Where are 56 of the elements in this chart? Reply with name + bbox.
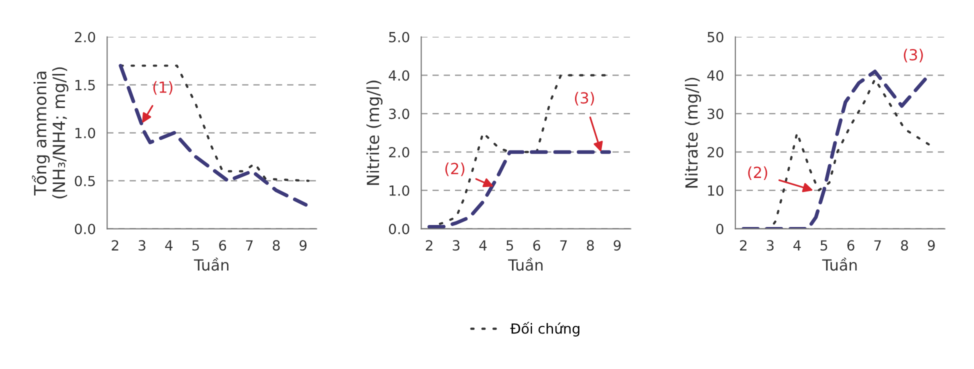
line-series [118,64,308,207]
x-tick-label: 7 [246,240,253,250]
y-tick-label: 10 [708,185,724,196]
y-tick-label: 2.0 [389,146,410,158]
y-tick-label: 30 [708,108,724,120]
x-tick-label: 3 [138,240,146,251]
x-axis-title: Tuần [194,258,228,271]
y-tick-label: 1.5 [75,80,95,90]
x-axis-title: Tuần [822,258,857,271]
y-tick-label: 40 [707,70,724,81]
y-tick-label: 1.0 [390,185,410,196]
y-tick-label: 1.0 [75,128,96,138]
y-tick-label: 50 [708,32,724,42]
annotation: (2) [748,166,768,180]
y-axis-title: Tổng ammonia (NH₃/NH4; mg/l) [32,67,68,198]
annotation: (2) [445,162,464,176]
legend-label: Đối chứng [510,322,580,336]
y-tick-label: 5.0 [389,32,410,42]
line-series [119,64,310,182]
x-tick-label: 7 [560,240,567,250]
y-tick-label: 3.0 [389,108,410,120]
x-tick-label: 4 [165,240,173,250]
x-tick-label: 9 [928,240,935,251]
line-series [428,150,611,229]
x-tick-label: 2 [426,240,432,250]
annotation: (3) [904,48,923,62]
x-tick-label: 4 [793,240,801,250]
x-tick-label: 6 [219,240,226,251]
x-tick-label: 2 [740,240,746,250]
x-tick-label: 3 [766,240,774,251]
x-tick-label: 8 [272,240,280,251]
y-tick-label: 4.0 [388,70,410,81]
x-tick-label: 4 [479,240,487,250]
x-tick-label: 3 [452,240,460,251]
y-tick-label: 0.0 [74,224,96,234]
x-tick-label: 9 [300,240,307,251]
y-axis-title: Nitrate (mg/l) [684,78,702,188]
y-axis-title: Nitrite (mg/l) [366,80,382,185]
x-tick-label: 5 [506,240,514,251]
x-tick-label: 9 [614,240,621,251]
y-tick-label: 0.5 [74,176,95,186]
x-tick-label: 2 [112,240,118,250]
y-tick-label: 20 [708,146,724,158]
x-tick-label: 8 [901,240,908,251]
y-tick-label: 2.0 [74,32,96,42]
y-tick-label: 0 [716,224,724,234]
x-tick-label: 6 [847,240,854,251]
x-tick-label: 5 [820,240,828,251]
x-axis-title: Tuần [508,258,543,271]
x-tick-label: 6 [533,240,540,251]
y-tick-label: 0.0 [388,224,410,234]
annotation: (1) [153,81,172,95]
annotation: (3) [574,92,594,106]
x-tick-label: 5 [192,240,199,251]
x-tick-label: 7 [874,240,881,250]
x-tick-label: 8 [586,240,594,251]
